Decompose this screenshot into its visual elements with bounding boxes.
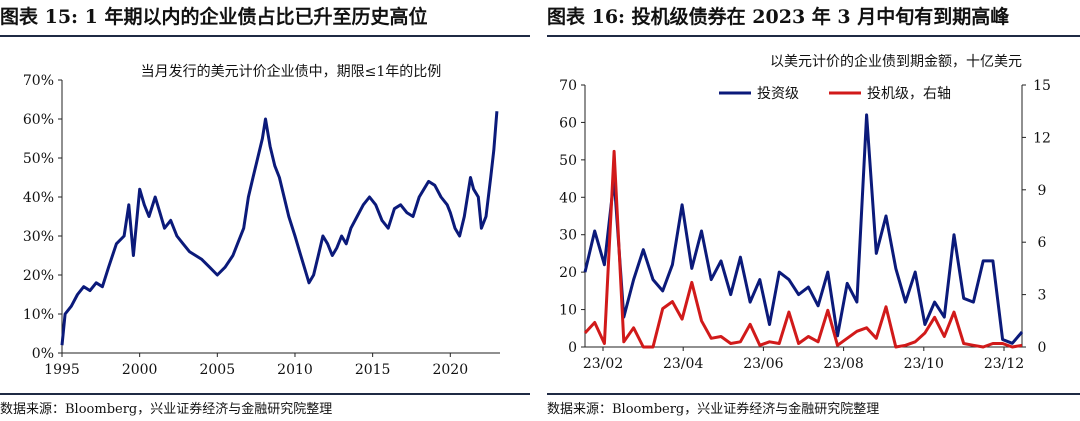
legend-label: 投机级，右轴: [867, 86, 951, 102]
y-tick-label: 50%: [23, 151, 54, 167]
y2-tick-label: 12: [1033, 130, 1051, 146]
y-tick-label: 40: [559, 190, 577, 206]
source-rule: [547, 393, 1080, 395]
chart-title: 当月发行的美元计价企业债中，期限≤1年的比例: [141, 63, 442, 80]
x-tick-label: 23/02: [583, 356, 623, 372]
x-tick-label: 2000: [122, 362, 158, 378]
x-tick-label: 23/12: [984, 356, 1024, 372]
source-note: 数据来源：Bloomberg，兴业证券经济与金融研究院整理: [547, 402, 880, 417]
x-tick-label: 2020: [432, 362, 468, 378]
x-tick-label: 2005: [199, 362, 235, 378]
x-tick-label: 2015: [355, 362, 391, 378]
x-tick-label: 23/06: [743, 356, 783, 372]
legend-label: 投资级: [757, 86, 799, 102]
x-tick-label: 2010: [277, 362, 313, 378]
figure-16-title: 图表 16: 投机级债券在 2023 年 3 月中旬有到期高峰: [547, 6, 1010, 28]
y-tick-label: 30%: [23, 229, 54, 245]
y2-tick-label: 3: [1038, 288, 1047, 304]
y-tick-label: 40%: [23, 190, 54, 206]
y2-tick-label: 6: [1038, 235, 1047, 251]
left-panel: 图表 15: 1 年期以内的企业债占比已升至历史高位 当月发行的美元计价企业债中…: [0, 0, 530, 421]
y2-tick-label: 0: [1038, 340, 1047, 356]
y-tick-label: 20: [559, 265, 577, 281]
y-tick-label: 20%: [23, 268, 54, 284]
y-tick-label: 10: [559, 303, 577, 319]
y2-tick-label: 9: [1038, 183, 1047, 199]
y2-tick-label: 15: [1033, 78, 1051, 94]
y-tick-label: 70%: [23, 73, 54, 89]
series-line: [60, 111, 499, 346]
y-tick-label: 30: [559, 228, 577, 244]
chart-15: 当月发行的美元计价企业债中，期限≤1年的比例 0% 10% 20% 30% 40% 50% 6…: [23, 63, 500, 378]
y-tick-label: 0%: [32, 346, 54, 362]
y-tick-label: 0: [568, 340, 577, 356]
x-tick-label: 23/08: [823, 356, 863, 372]
series-line: [583, 113, 1024, 345]
y-tick-label: 70: [559, 78, 577, 94]
y-tick-label: 60%: [23, 112, 54, 128]
source-rule: [0, 393, 530, 395]
y-tick-label: 50: [559, 153, 577, 169]
y-tick-label: 10%: [23, 307, 54, 323]
right-panel: 图表 16: 投机级债券在 2023 年 3 月中旬有到期高峰 以美元计价的企业…: [547, 0, 1080, 421]
title-rule: [0, 35, 530, 37]
x-tick-label: 1995: [44, 362, 80, 378]
figure-15-title: 图表 15: 1 年期以内的企业债占比已升至历史高位: [0, 6, 428, 28]
title-rule: [547, 35, 1080, 37]
chart-16: 以美元计价的企业债到期金额，十亿美元 0 10 20 30 40 50 60 70 0 3 6 9 12 1…: [559, 53, 1051, 372]
chart-title: 以美元计价的企业债到期金额，十亿美元: [770, 53, 1022, 70]
x-tick-label: 23/04: [663, 356, 703, 372]
y-tick-label: 60: [559, 115, 577, 131]
series-line: [583, 149, 1023, 349]
x-tick-label: 23/10: [904, 356, 944, 372]
source-note: 数据来源：Bloomberg，兴业证券经济与金融研究院整理: [0, 402, 333, 417]
